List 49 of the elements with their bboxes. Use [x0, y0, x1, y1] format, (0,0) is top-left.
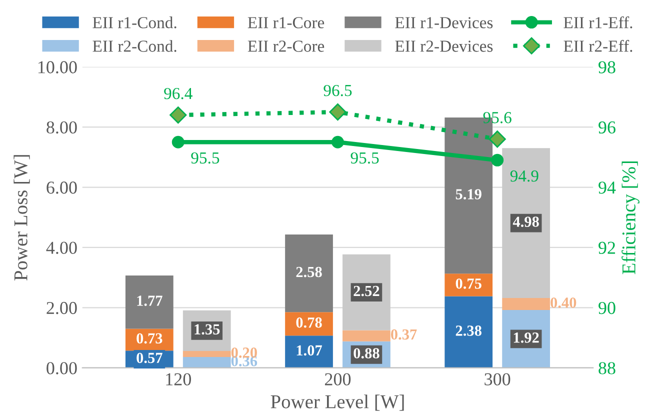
legend-label: EII r1-Core	[248, 17, 324, 28]
y-axis-title: Power Loss [W]	[14, 155, 30, 281]
data-label: 5.19	[456, 189, 482, 200]
legend-label: EII r1-Eff.	[564, 16, 632, 28]
data-label: 0.88	[354, 348, 380, 358]
y-tick-label: 2.00	[46, 302, 77, 314]
data-label: 1.35	[194, 324, 220, 335]
data-label: 0.57	[136, 352, 162, 364]
y2-tick-label: 94	[598, 182, 616, 194]
y2-tick-label: 90	[598, 302, 616, 314]
y-tick-label: 0.00	[46, 362, 77, 374]
data-label: 1.07	[296, 345, 322, 356]
data-label: 1.77	[137, 296, 162, 306]
legend-label: EII r2-Eff.	[564, 40, 632, 52]
y2-tick-label: 92	[598, 242, 616, 254]
data-label: 1.92	[514, 332, 539, 343]
y-tick-label: 4.00	[46, 242, 77, 254]
x-tick-label: 200	[324, 373, 351, 386]
data-label: 2.38	[456, 326, 482, 336]
y-tick-label: 10.00	[38, 61, 77, 74]
data-label: 0.78	[296, 317, 322, 328]
y2-axis-title: Efficiency [%]	[622, 161, 640, 274]
data-label: 0.75	[456, 278, 482, 289]
data-label: 0.20	[231, 348, 257, 358]
data-label: 96.5	[324, 84, 352, 96]
data-label: 94.9	[510, 170, 538, 182]
data-label: 0.37	[390, 329, 417, 340]
y2-tick-label: 88	[598, 362, 616, 374]
data-label: 95.6	[483, 112, 512, 124]
legend-label: EII r2-Cond.	[92, 40, 176, 52]
data-label: 0.73	[136, 333, 162, 344]
y2-tick-label: 96	[598, 121, 616, 134]
x-tick-label: 120	[166, 373, 191, 386]
data-label: 96.4	[164, 88, 192, 100]
data-label: 95.5	[350, 152, 379, 164]
data-label: 4.98	[512, 216, 539, 227]
data-label: 2.52	[354, 286, 380, 296]
data-label: 95.5	[191, 152, 220, 164]
legend-label: EII r1-Cond.	[92, 16, 176, 28]
y-tick-label: 8.00	[46, 121, 77, 134]
y2-tick-label: 98	[598, 61, 616, 74]
legend-label: EII r2-Devices	[395, 40, 493, 52]
data-label: 2.58	[296, 266, 322, 278]
x-tick-label: 300	[484, 373, 510, 386]
legend-label: EII r1-Devices	[395, 17, 493, 28]
data-label: 0.40	[550, 298, 576, 308]
legend-label: EII r2-Core	[248, 40, 324, 52]
y-tick-label: 6.00	[46, 182, 77, 194]
x-axis-title: Power Level [W]	[270, 394, 404, 411]
